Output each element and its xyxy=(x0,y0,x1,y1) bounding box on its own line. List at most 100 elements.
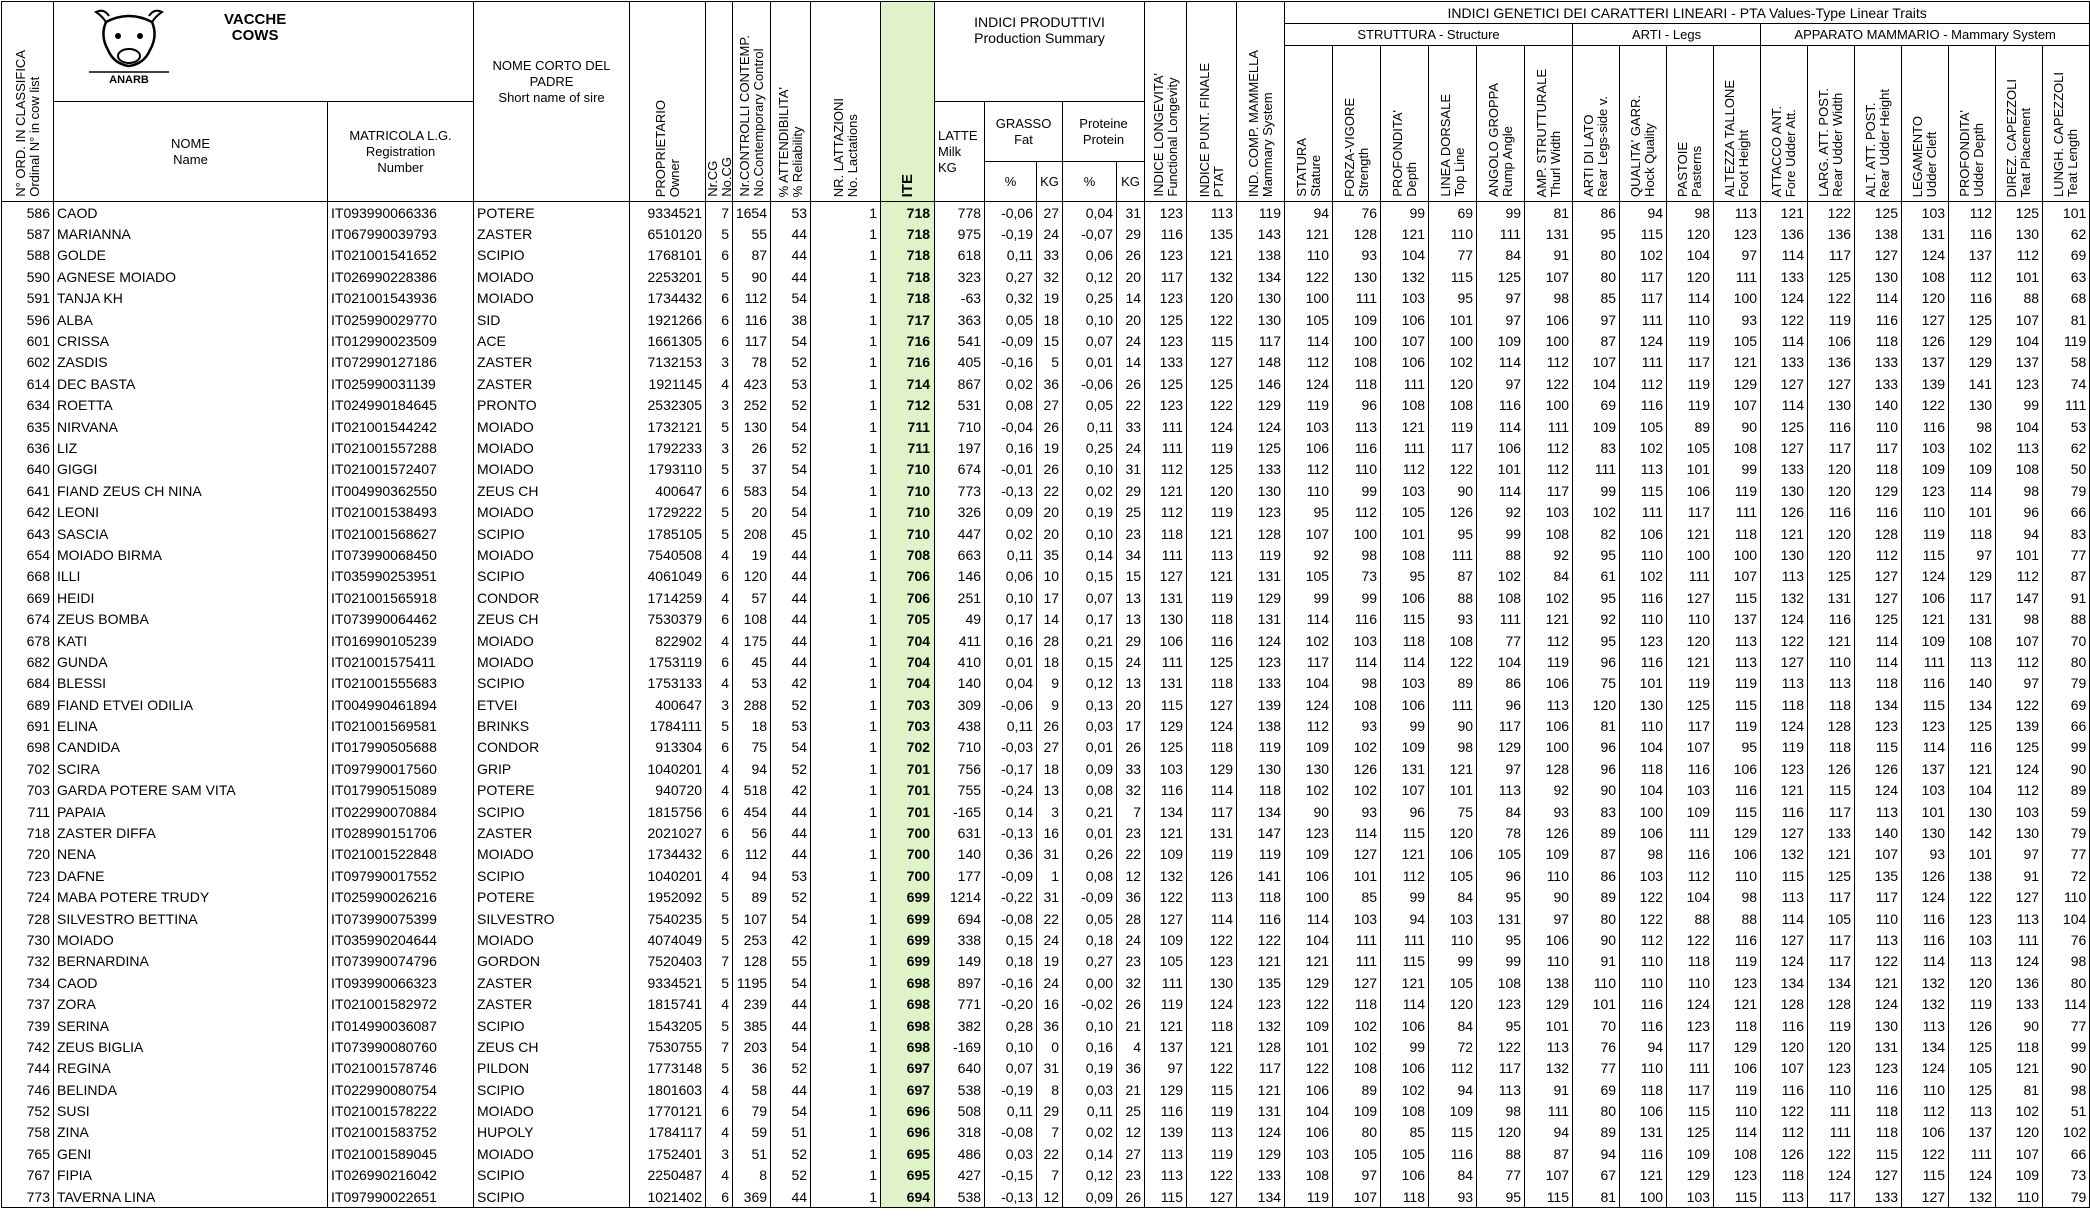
cell: 1021402 xyxy=(629,1185,707,1209)
cell: 125 xyxy=(1948,715,1997,737)
cell: 20 xyxy=(732,501,772,523)
cell: 118 xyxy=(1380,1185,1430,1209)
cell: 88 xyxy=(1428,587,1478,609)
cell: 117 xyxy=(1524,480,1574,502)
cell: 99 xyxy=(1476,201,1526,224)
cell: 1543205 xyxy=(629,1014,707,1037)
cell: 103 xyxy=(1380,480,1430,502)
cell: 640 xyxy=(1,458,54,481)
cell: 116 xyxy=(1854,1079,1903,1101)
cell: 120 xyxy=(732,565,772,588)
cell: 131 xyxy=(1901,223,1950,245)
cell: 116 xyxy=(1807,501,1856,523)
trait-label: Fore Udder Att. xyxy=(1783,108,1799,197)
cell: 1 xyxy=(810,608,882,630)
row: 587 MARIANNA IT067990039793 ZASTER 6510120 5 5… xyxy=(1,223,2090,245)
cell: 136 xyxy=(1807,351,1856,374)
cell: 110 xyxy=(1995,1185,2044,1209)
cell: MOIADO xyxy=(473,1143,631,1165)
cell: 123 xyxy=(1186,950,1238,973)
cell: 93 xyxy=(1428,1185,1478,1209)
cell: 52 xyxy=(770,1164,812,1186)
cell: 1 xyxy=(810,736,882,759)
cell: 35 xyxy=(1036,544,1064,566)
cell: 54 xyxy=(770,287,812,309)
cell: IT073990074796 xyxy=(326,950,475,973)
cell: MABA POTERE TRUDY xyxy=(53,886,328,908)
col-proteine: Proteine Protein xyxy=(1062,101,1146,162)
trait-label: Foot Height xyxy=(1736,129,1752,197)
cell: 36 xyxy=(732,1057,772,1080)
row: 703 GARDA POTERE SAM VITA IT017990515089 PO… xyxy=(1,779,2090,801)
cell: 132 xyxy=(1144,865,1188,887)
cell: 138 xyxy=(1236,244,1286,267)
cell: 114 xyxy=(1332,651,1382,673)
cell: 5 xyxy=(705,929,734,951)
cell: 92 xyxy=(1476,501,1526,523)
table-header: N° ORD. IN CLASSIFICA Ordinal N° in cow l… xyxy=(1,1,2090,202)
cell: 118 xyxy=(1854,330,1903,352)
cell: 711 xyxy=(880,415,936,438)
cell: 4 xyxy=(705,758,734,780)
cell: 702 xyxy=(1,758,54,780)
cell: 31 xyxy=(1036,886,1064,908)
cell: 104 xyxy=(1619,736,1668,759)
cell: 54 xyxy=(770,736,812,759)
cell: 24 xyxy=(1036,929,1064,951)
cell: 117 xyxy=(1807,437,1856,459)
cell: IT025990026216 xyxy=(326,886,475,908)
cell: 132 xyxy=(1524,1057,1574,1080)
cell: 139 xyxy=(1236,693,1286,716)
cell: 0,10 xyxy=(1062,458,1118,481)
cell: 111 xyxy=(1713,266,1762,288)
cell: 116 xyxy=(1713,779,1762,801)
cell: 111 xyxy=(1144,437,1188,459)
cell: 106 xyxy=(1619,522,1668,545)
cell: 103 xyxy=(1666,779,1715,801)
cell: 0,00 xyxy=(1062,972,1118,994)
cell: 119 xyxy=(1713,1079,1762,1101)
cell: MOIADO xyxy=(473,266,631,288)
trait-label: AMP. STRUTTURALE xyxy=(1533,68,1549,197)
cell: 97 xyxy=(1476,287,1526,309)
cell: 0,16 xyxy=(1062,1036,1118,1058)
trait-label: Strength xyxy=(1355,147,1371,197)
cell: 109 xyxy=(1901,629,1950,652)
cell: 7 xyxy=(705,1036,734,1058)
cell: 1 xyxy=(810,886,882,908)
cell: 127 xyxy=(1807,373,1856,395)
trait-label: PASTOIE xyxy=(1675,141,1691,197)
cell: 116 xyxy=(1476,394,1526,416)
cell: 123 xyxy=(1666,1014,1715,1037)
cell: 95 xyxy=(1380,565,1430,588)
cell: 115 xyxy=(1854,736,1903,759)
cell: ZEUS CH xyxy=(473,1036,631,1058)
cell: 112 xyxy=(1284,351,1334,374)
cell: 101 xyxy=(2042,201,2090,224)
cell: 1 xyxy=(810,522,882,545)
cell: 99 xyxy=(2042,736,2090,759)
cell: 100 xyxy=(1524,394,1574,416)
cell: 122 xyxy=(1948,886,1997,908)
cell: 107 xyxy=(1713,394,1762,416)
cell: 739 xyxy=(1,1014,54,1037)
cell: 73 xyxy=(1332,565,1382,588)
cell: 130 xyxy=(1186,972,1238,994)
cell: 114 xyxy=(1284,608,1334,630)
cell: 80 xyxy=(1572,244,1621,267)
cell: 0,14 xyxy=(1062,1143,1118,1165)
cell: 538 xyxy=(934,1079,986,1101)
cell: 94 xyxy=(1284,201,1334,224)
cell: 115 xyxy=(1901,544,1950,566)
cell: IT067990039793 xyxy=(326,223,475,245)
cell: -0,15 xyxy=(984,1164,1038,1186)
cell: 1734432 xyxy=(629,287,707,309)
cell: -0,09 xyxy=(1062,886,1118,908)
cell: 6 xyxy=(705,244,734,267)
cell: 123 xyxy=(1854,1057,1903,1080)
cell: 121 xyxy=(1380,415,1430,438)
cell: 111 xyxy=(1144,415,1188,438)
cell: 120 xyxy=(1807,480,1856,502)
cell: 694 xyxy=(934,907,986,930)
cell: CONDOR xyxy=(473,736,631,759)
